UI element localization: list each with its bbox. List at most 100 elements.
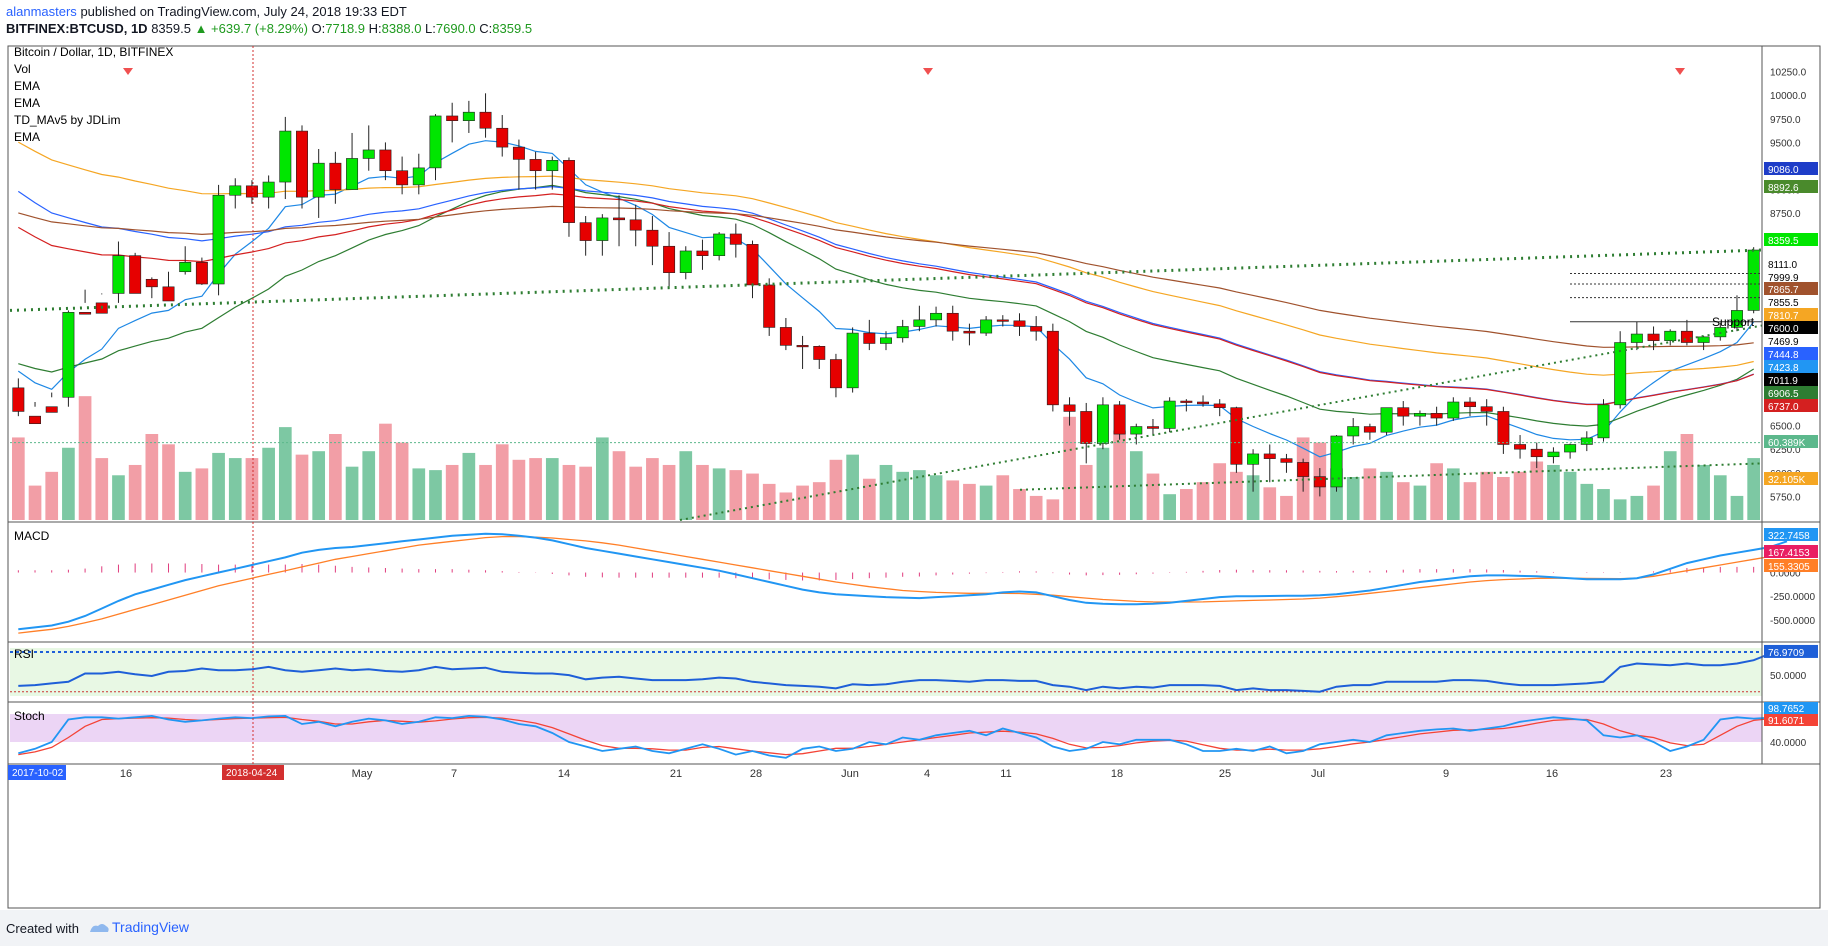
rsi-band <box>10 648 1762 696</box>
candle-down <box>245 185 258 198</box>
rsi-tick-label: 50.0000 <box>1770 671 1807 682</box>
volume-bar <box>495 444 509 520</box>
candle-down <box>29 415 42 425</box>
candle-up <box>412 167 425 186</box>
volume-bar <box>746 473 759 520</box>
rsi-pane-label: RSI <box>14 647 34 661</box>
candle-up <box>1247 453 1260 465</box>
volume-bar <box>1396 482 1410 520</box>
price-badge-label: 8111.0 <box>1768 260 1798 271</box>
price-badge <box>1764 347 1818 360</box>
candle-down <box>1046 330 1059 406</box>
price-badge-label: 8892.6 <box>1768 183 1799 194</box>
tradingview-brand-link[interactable]: TradingView <box>112 919 190 935</box>
candle-up <box>679 250 692 273</box>
candle-down <box>1363 426 1376 433</box>
macd-line <box>18 532 1788 631</box>
price-tick-label: 10000.0 <box>1770 91 1807 102</box>
price-badge-label: 7011.9 <box>1768 376 1798 387</box>
candle-up <box>1630 333 1643 343</box>
price-badge <box>1764 257 1818 270</box>
candle-down <box>1146 426 1159 429</box>
candle-down <box>1280 458 1293 463</box>
volume-bar <box>696 464 709 520</box>
stoch-pane[interactable] <box>10 714 1788 759</box>
resistance-trendline <box>9 248 1763 312</box>
candle-down <box>1497 411 1510 445</box>
candle-up <box>930 312 943 321</box>
price-badge-label: 6737.0 <box>1768 402 1799 413</box>
time-tick-label: 21 <box>670 768 682 780</box>
volume-bar <box>846 454 859 520</box>
price-badge <box>1764 386 1818 399</box>
rsi-line <box>18 651 1788 693</box>
volume-bar <box>1129 451 1143 520</box>
volume-bar <box>1163 494 1176 520</box>
close-value: 8359.5 <box>492 21 533 36</box>
volume-bar <box>1180 489 1193 520</box>
volume-bar <box>829 459 843 520</box>
volume-bar <box>1747 458 1760 520</box>
legend-item-ema-2: EMA <box>14 96 40 110</box>
rsi-pane[interactable] <box>10 648 1788 696</box>
volume-bar <box>1730 495 1744 520</box>
time-tick-label: Jul <box>1311 768 1325 780</box>
high-value: 8388.0 <box>381 21 422 36</box>
candle-down <box>1530 448 1543 458</box>
stoch-badge <box>1764 714 1818 726</box>
candle-up <box>980 319 993 334</box>
chart-canvas[interactable]: 10250.010000.09750.09500.09250.09000.087… <box>0 44 1828 910</box>
volume-bar <box>1230 471 1243 520</box>
volume-bar <box>762 483 776 520</box>
price-badge <box>1764 162 1818 175</box>
volume-bar <box>178 471 192 520</box>
candle-down <box>729 233 742 245</box>
volume-bar <box>812 482 826 520</box>
candle-down <box>1480 406 1493 412</box>
volume-bar <box>45 471 59 520</box>
volume-bar <box>1213 463 1227 520</box>
created-with-text: Created with <box>6 921 79 936</box>
volume-bar <box>1597 489 1610 520</box>
volume-bar <box>545 458 559 520</box>
published-text: published on TradingView.com, July 24, 2… <box>80 4 407 19</box>
price-badge-label: 8359.5 <box>1768 236 1799 247</box>
macd-badge <box>1764 528 1818 541</box>
volume-bar <box>646 458 659 520</box>
candle-up <box>1597 404 1610 439</box>
candle-down <box>829 359 842 389</box>
price-badge <box>1764 399 1818 412</box>
volume-bar <box>462 452 476 520</box>
candle-down <box>79 312 92 315</box>
macd-pane[interactable] <box>17 532 1788 634</box>
low-label: L: <box>425 21 436 36</box>
price-badge <box>1764 373 1818 386</box>
candle-up <box>913 319 926 327</box>
volume-bar <box>212 452 225 520</box>
macd-badge-label: 322.7458 <box>1768 531 1810 542</box>
candle-down <box>195 261 208 285</box>
volume-bar <box>1430 463 1443 520</box>
candle-up <box>112 255 125 294</box>
author-link[interactable]: alanmasters <box>6 4 77 19</box>
candle-up <box>596 217 609 241</box>
candle-up <box>1447 401 1460 419</box>
volume-bar <box>429 470 442 520</box>
lower-trendline <box>1019 462 1763 491</box>
volume-bar <box>862 478 876 520</box>
stoch-badge-label: 91.6071 <box>1768 716 1805 727</box>
price-change: ▲ +639.7 (+8.29%) <box>194 21 308 36</box>
price-badge <box>1764 321 1818 334</box>
candle-up <box>846 332 859 389</box>
time-tick-label: 25 <box>1219 768 1231 780</box>
volume-bar <box>245 458 259 520</box>
volume-bar <box>1079 464 1093 520</box>
stoch-d-line <box>18 715 1788 756</box>
volume-bar <box>1363 468 1377 520</box>
volume-bar <box>12 437 25 520</box>
volume-bar <box>195 468 209 520</box>
volume-bar <box>662 464 676 520</box>
volume-bar <box>1463 482 1477 520</box>
price-pane[interactable] <box>9 68 1763 521</box>
volume-bar <box>913 470 926 520</box>
